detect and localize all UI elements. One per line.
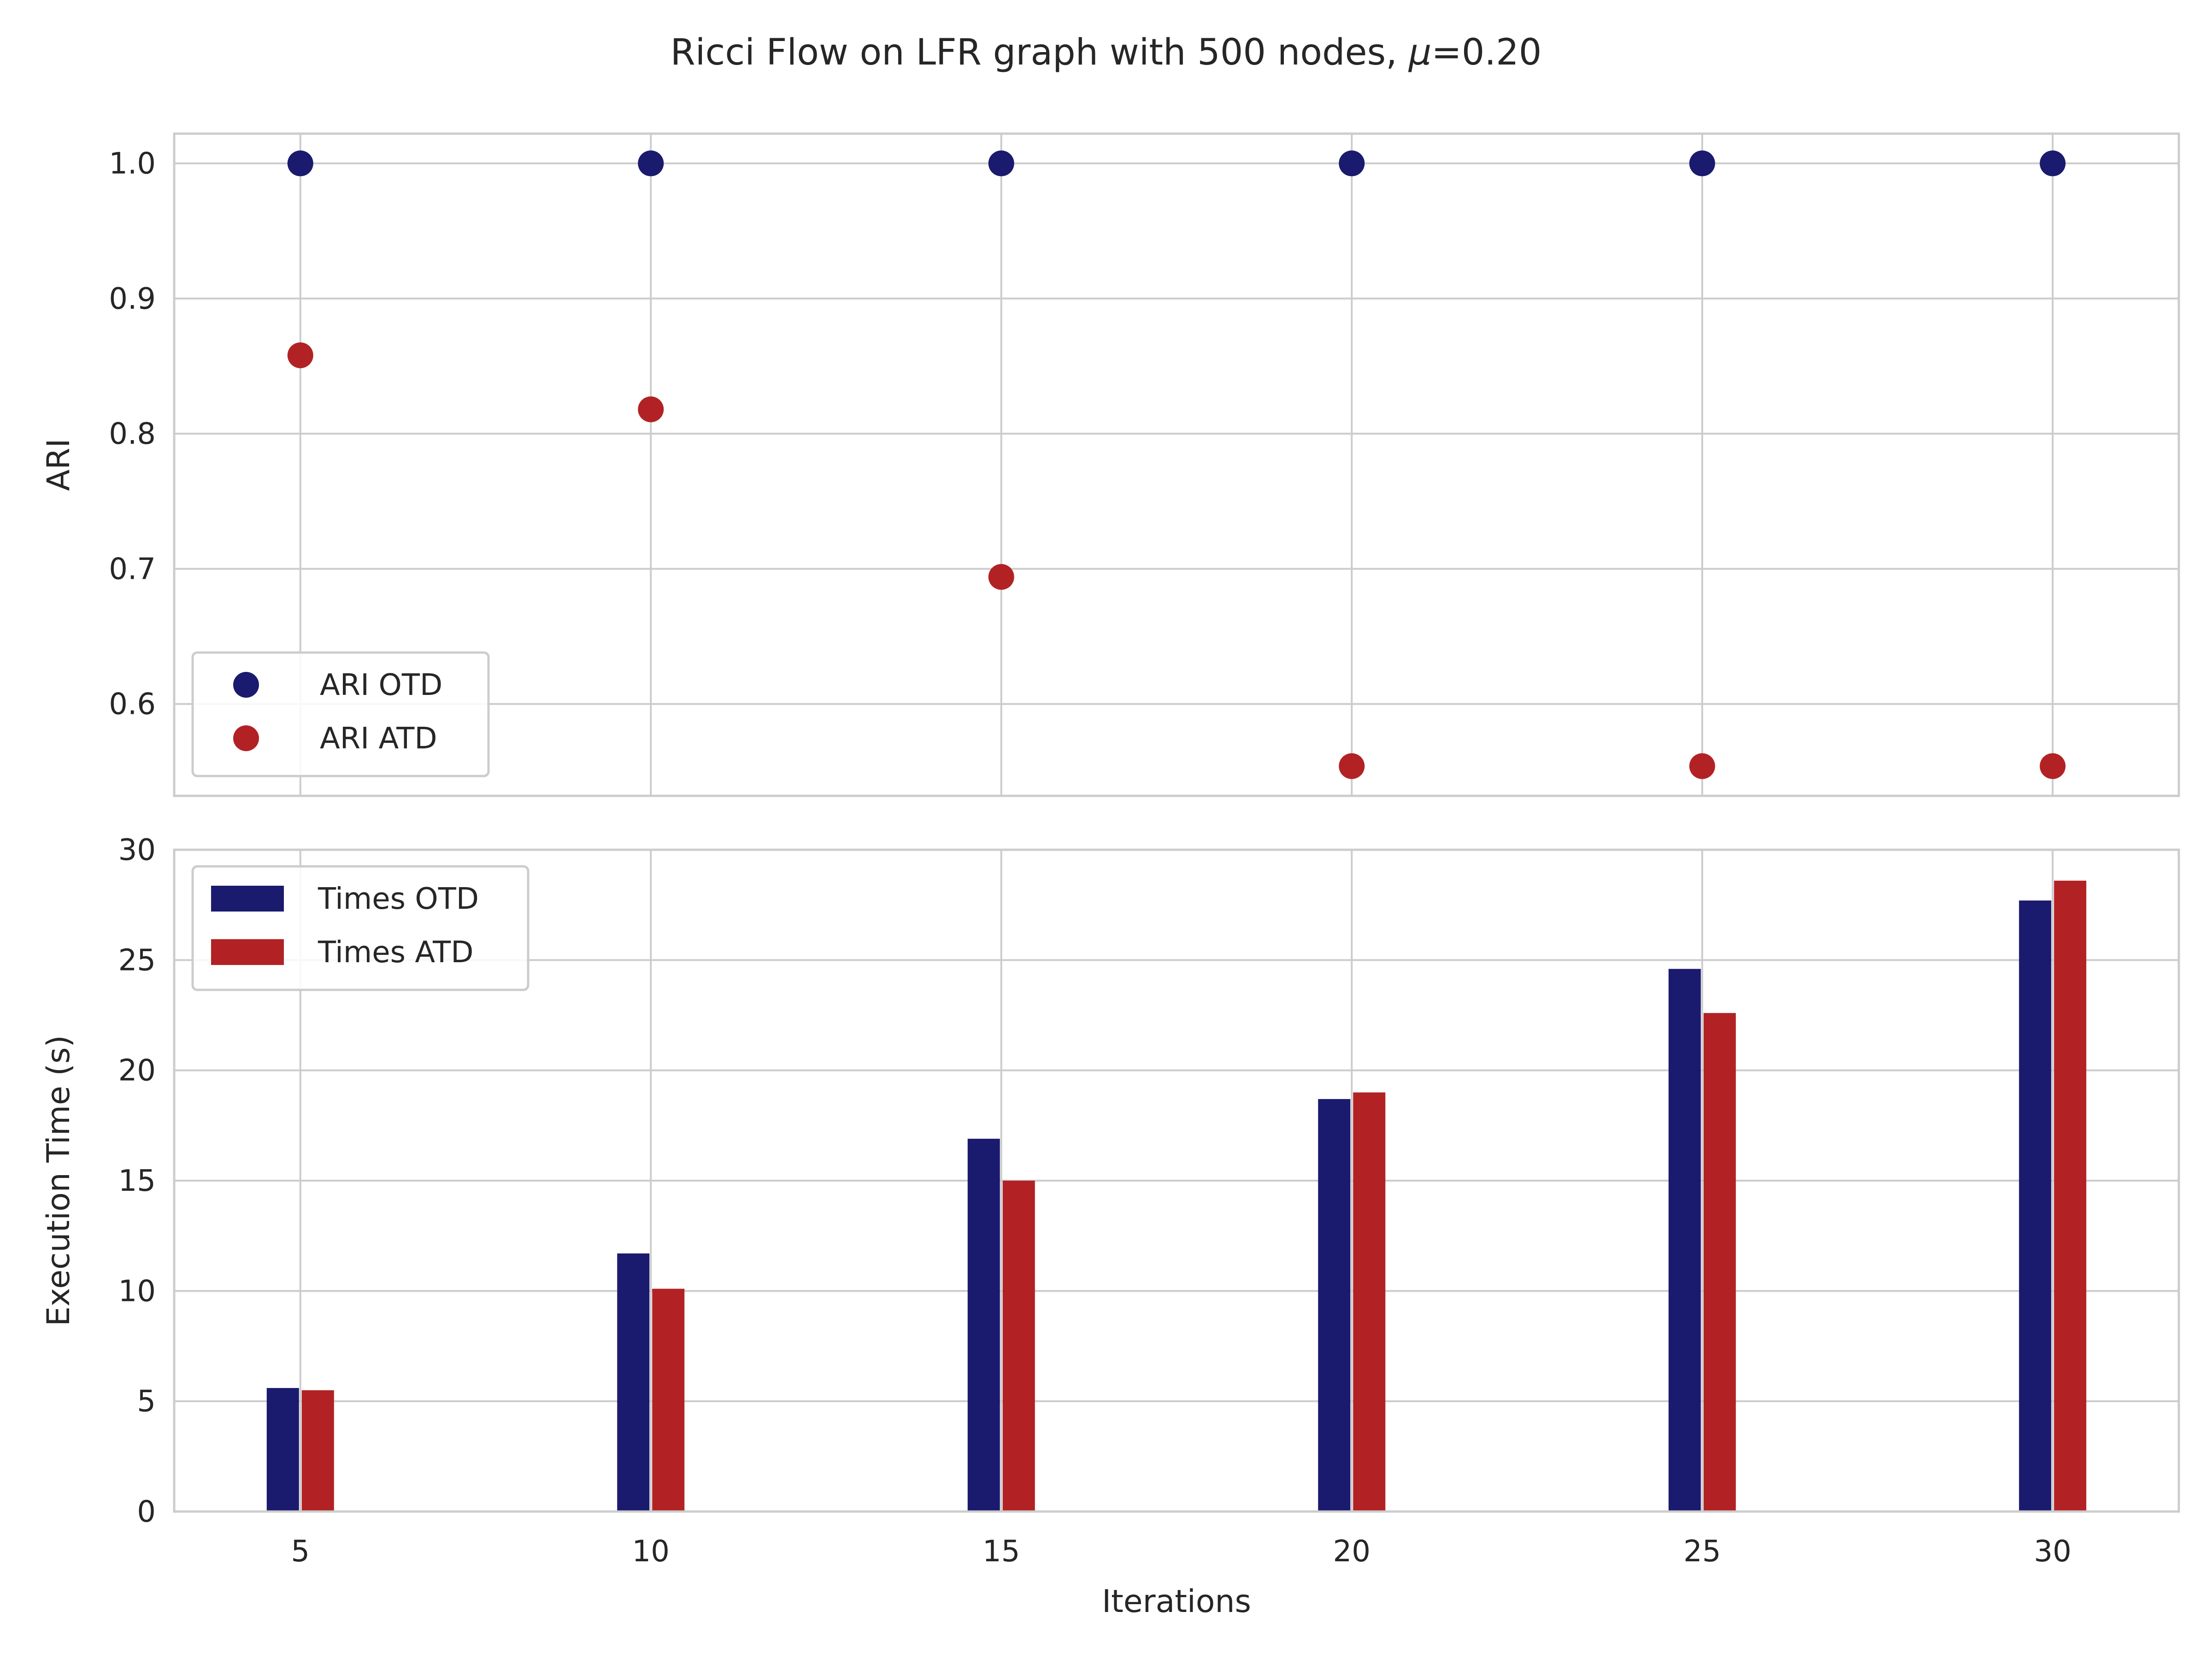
time-xtick-label: 10 (632, 1535, 670, 1569)
time-ytick-label: 15 (118, 1164, 156, 1198)
ari-ytick-label: 0.8 (109, 417, 156, 451)
ari-otd-point (988, 150, 1014, 176)
times-atd-bar (1002, 1181, 1035, 1512)
legend-marker-ari-otd (233, 672, 259, 698)
time-xtick-label: 5 (291, 1535, 310, 1569)
ari-atd-point (1339, 753, 1365, 779)
times-atd-bar (1703, 1013, 1736, 1512)
legend-label-ari-otd: ARI OTD (320, 668, 442, 702)
ari-ytick-label: 0.7 (109, 552, 156, 586)
time-xtick-label: 25 (1683, 1535, 1721, 1569)
time-ytick-label: 5 (137, 1385, 156, 1419)
ari-atd-point (988, 564, 1014, 590)
time-frame (173, 848, 2180, 1513)
time-ytick-label: 20 (118, 1054, 156, 1088)
ari-atd-point (1689, 753, 1715, 779)
ari-points (287, 150, 2066, 779)
time-bars (266, 881, 2087, 1512)
time-legend: Times OTD Times ATD (191, 865, 529, 991)
ari-otd-point (2040, 150, 2066, 176)
times-atd-bar (1353, 1092, 1386, 1512)
times-atd-bar (652, 1288, 685, 1512)
ari-legend-box (191, 651, 490, 777)
legend-swatch-times-atd (211, 939, 284, 965)
ari-otd-point (638, 150, 664, 176)
time-ytick-label: 0 (137, 1495, 156, 1529)
ari-atd-point (2040, 753, 2066, 779)
times-atd-bar (301, 1390, 334, 1512)
time-xticks: 5 10 15 20 25 30 (291, 1535, 2071, 1569)
times-otd-bar (967, 1139, 1000, 1512)
times-atd-bar (2054, 881, 2087, 1512)
figure-title-suffix: =0.20 (1431, 32, 1541, 73)
ari-otd-point (1689, 150, 1715, 176)
ari-legend: ARI OTD ARI ATD (191, 651, 490, 777)
ari-otd-point (287, 150, 313, 176)
times-otd-bar (2019, 900, 2052, 1512)
ari-frame (173, 132, 2180, 797)
time-xlabel: Iterations (1102, 1583, 1251, 1620)
time-yticks: 0 5 10 15 20 25 30 (118, 833, 156, 1529)
ari-otd-point (1339, 150, 1365, 176)
ari-atd-point (638, 396, 664, 423)
times-otd-bar (617, 1253, 650, 1512)
legend-swatch-times-otd (211, 886, 284, 912)
figure-title: Ricci Flow on LFR graph with 500 nodes, … (671, 32, 1542, 73)
figure-title-text: Ricci Flow on LFR graph with 500 nodes, (671, 32, 1409, 73)
time-xtick-label: 30 (2034, 1535, 2071, 1569)
ari-ylabel: ARI (41, 439, 77, 491)
ari-atd-point (287, 342, 313, 368)
legend-label-times-atd: Times ATD (318, 935, 474, 970)
times-otd-bar (266, 1388, 299, 1512)
legend-label-ari-atd: ARI ATD (320, 722, 437, 756)
ari-ytick-label: 0.9 (109, 282, 156, 316)
time-xtick-label: 15 (982, 1535, 1020, 1569)
legend-label-times-otd: Times OTD (318, 882, 479, 916)
time-ytick-label: 30 (118, 833, 156, 867)
time-ytick-label: 25 (118, 943, 156, 977)
time-ytick-label: 10 (118, 1274, 156, 1308)
ari-ytick-label: 0.6 (109, 688, 156, 722)
ari-panel: 0.6 0.7 0.8 0.9 1.0 ARI ARI OTD ARI ATD (41, 132, 2180, 797)
time-ylabel: Execution Time (s) (41, 1035, 77, 1326)
times-otd-bar (1318, 1099, 1351, 1512)
figure-title-mu: μ (1408, 32, 1432, 73)
time-panel: 0 5 10 15 20 25 30 5 10 15 20 25 30 Execution Time … (41, 833, 2180, 1620)
ari-yticks: 0.6 0.7 0.8 0.9 1.0 (109, 147, 156, 722)
time-xtick-label: 20 (1333, 1535, 1371, 1569)
legend-marker-ari-atd (233, 725, 259, 751)
ari-grid (174, 134, 2179, 796)
ari-ytick-label: 1.0 (109, 147, 156, 181)
times-otd-bar (1668, 969, 1701, 1512)
